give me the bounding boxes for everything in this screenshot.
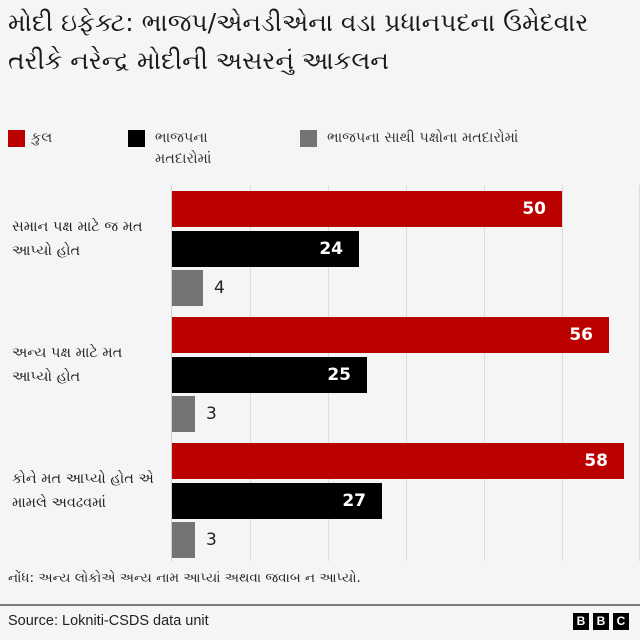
bar-group: સમાન પક્ષ માટે જ મત આપ્યો હોત 50 24 4 <box>0 191 640 309</box>
legend-item-ally-voters: ભાજપના સાથી પક્ષોના મતદારોમાં <box>300 128 537 149</box>
gridline <box>562 185 563 561</box>
legend-item-bjp-voters: ભાજપના મતદારોમાં <box>128 128 265 170</box>
bbc-logo: B B C <box>573 613 629 630</box>
bar-group: કોને મત આપ્યો હોત એ મામલે અવઢવમાં 58 27 … <box>0 443 640 561</box>
source-text: Source: Lokniti-CSDS data unit <box>8 613 209 629</box>
legend: કુલ ભાજપના મતદારોમાં ભાજપના સાથી પક્ષોના… <box>0 128 640 178</box>
bar-value: 24 <box>319 239 343 259</box>
bar-total: 58 <box>172 443 624 479</box>
footer-divider <box>0 604 640 606</box>
bar-value: 27 <box>342 491 366 511</box>
y-axis-line <box>171 185 172 561</box>
bar-value: 50 <box>522 199 546 219</box>
bar-value: 3 <box>206 404 217 424</box>
bar-value: 4 <box>214 278 225 298</box>
logo-block: B <box>593 613 609 630</box>
bar-group: અન્ય પક્ષ માટે મત આપ્યો હોત 56 25 3 <box>0 317 640 435</box>
bar-allies: 3 <box>172 396 217 432</box>
chart-title: મોદી ઇફેક્ટ: ભાજપ/એનડીએના વડા પ્રધાનપદના… <box>8 8 589 75</box>
bar-value: 3 <box>206 530 217 550</box>
bar-total: 50 <box>172 191 562 227</box>
footnote: નોંધ: અન્ય લોકોએ અન્ય નામ આપ્યાં અથવા જવ… <box>8 570 361 586</box>
bar-value: 25 <box>327 365 351 385</box>
legend-swatch-black <box>128 130 145 147</box>
legend-item-total: કુલ <box>8 128 52 149</box>
logo-block: C <box>613 613 629 630</box>
bar-value: 58 <box>584 451 608 471</box>
legend-swatch-red <box>8 130 25 147</box>
logo-block: B <box>573 613 589 630</box>
bar-bjp: 27 <box>172 483 382 519</box>
bar-allies: 4 <box>172 270 225 306</box>
plot-area: સમાન પક્ષ માટે જ મત આપ્યો હોત 50 24 4 અન… <box>0 185 640 563</box>
bar-bjp: 24 <box>172 231 359 267</box>
bar-allies: 3 <box>172 522 217 558</box>
category-label: કોને મત આપ્યો હોત એ મામલે અવઢવમાં <box>12 471 154 511</box>
bar-value: 56 <box>569 325 593 345</box>
category-label: સમાન પક્ષ માટે જ મત આપ્યો હોત <box>12 219 143 259</box>
legend-label: ભાજપના મતદારોમાં <box>155 130 212 167</box>
gridline <box>484 185 485 561</box>
bar-total: 56 <box>172 317 609 353</box>
legend-label: ભાજપના સાથી પક્ષોના મતદારોમાં <box>327 130 519 146</box>
bar-bjp: 25 <box>172 357 367 393</box>
legend-label: કુલ <box>31 130 53 146</box>
category-label: અન્ય પક્ષ માટે મત આપ્યો હોત <box>12 345 123 385</box>
gridline <box>406 185 407 561</box>
legend-swatch-gray <box>300 130 317 147</box>
